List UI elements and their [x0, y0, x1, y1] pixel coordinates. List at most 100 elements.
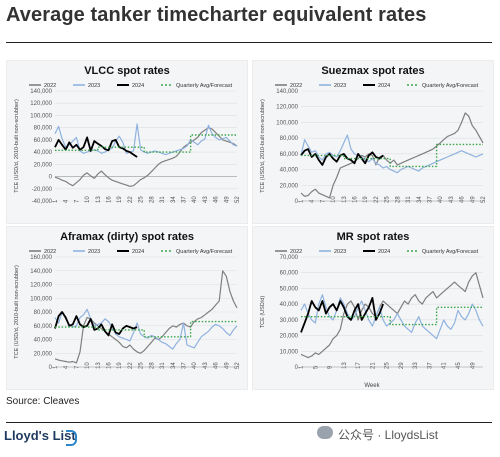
legend-label-3: Quarterly Avg/Forecast: [422, 83, 479, 89]
y-tick-label: 60,000: [280, 152, 299, 158]
legend-label-1: 2023: [88, 83, 100, 89]
x-tick-label: 16: [107, 362, 113, 369]
x-tick-label: 49: [470, 362, 476, 369]
title-divider: [6, 42, 492, 43]
x-tick-label: 25: [385, 362, 391, 369]
series-line-quarterly-avg-forecast: [301, 143, 483, 168]
legend-label-3: Quarterly Avg/Forecast: [422, 249, 479, 255]
legend-label-2: 2024: [132, 249, 144, 255]
x-tick-label: 31: [406, 196, 412, 203]
legend-label-3: Quarterly Avg/Forecast: [176, 83, 233, 89]
x-tick-label: 37: [181, 196, 187, 203]
y-axis-label: TCE (USD/d): [260, 296, 266, 329]
x-tick-label: 45: [456, 362, 462, 369]
y-tick-label: 60,000: [34, 324, 53, 330]
x-tick-label: 25: [139, 362, 145, 369]
x-tick-label: 13: [96, 362, 102, 369]
x-tick-label: 13: [96, 196, 102, 203]
y-tick-label: 100,000: [276, 120, 298, 126]
series-line-2024: [54, 311, 138, 337]
x-tick-label: 41: [442, 362, 448, 369]
y-axis-label: TCE (USD/d, 2010-built non-scrubber): [14, 265, 20, 359]
legend-label-0: 2022: [44, 249, 56, 255]
y-tick-label: 50,000: [280, 286, 299, 292]
y-tick-label: 0: [49, 175, 53, 181]
footer-divider: [6, 422, 492, 423]
series-line-2023: [300, 294, 484, 340]
x-tick-label: 40: [438, 196, 444, 203]
series-line-quarterly-avg-forecast: [55, 134, 237, 153]
y-tick-label: 40,000: [34, 338, 53, 344]
x-tick-label: 22: [128, 196, 134, 203]
x-tick-label: 31: [160, 196, 166, 203]
x-tick-label: 43: [203, 196, 209, 203]
x-tick-label: 25: [139, 196, 145, 203]
x-tick-label: 25: [385, 196, 391, 203]
chart-panel-mr: MR spot rates 2022 2023 2024 Quarterly Avg/F…: [252, 226, 494, 390]
y-tick-label: 60,000: [280, 271, 299, 277]
chart-title: VLCC spot rates: [84, 65, 170, 77]
x-tick-label: 22: [128, 362, 134, 369]
legend-label-1: 2023: [334, 83, 346, 89]
x-tick-label: 1: [53, 199, 59, 203]
x-axis-label: Week: [364, 383, 380, 389]
legend-label-2: 2024: [378, 83, 390, 89]
x-tick-label: 34: [417, 196, 423, 203]
x-tick-label: 40: [192, 362, 198, 369]
x-tick-label: 49: [224, 196, 230, 203]
series-line-2022: [54, 270, 238, 364]
x-tick-label: 43: [449, 196, 455, 203]
y-tick-label: 20,000: [280, 334, 299, 340]
series-line-2022: [300, 112, 484, 199]
y-tick-label: 40,000: [34, 150, 53, 156]
wechat-icon: [317, 426, 333, 439]
y-tick-label: 0: [49, 365, 53, 371]
x-tick-label: 31: [160, 362, 166, 369]
chart-title: Suezmax spot rates: [321, 65, 424, 77]
y-tick-label: 140,000: [30, 89, 52, 95]
y-tick-label: -20,000: [32, 187, 53, 193]
x-tick-label: 49: [224, 362, 230, 369]
x-tick-label: 49: [470, 196, 476, 203]
x-tick-label: 33: [413, 362, 419, 369]
x-tick-label: 46: [460, 196, 466, 203]
y-tick-label: 140,000: [30, 269, 52, 275]
series-line-2023: [54, 308, 238, 350]
x-tick-label: 10: [331, 196, 337, 203]
chart-title: Aframax (dirty) spot rates: [60, 231, 194, 243]
y-tick-label: 100,000: [30, 113, 52, 119]
x-tick-label: 37: [427, 362, 433, 369]
x-tick-label: 34: [171, 362, 177, 369]
x-tick-label: 34: [171, 196, 177, 203]
brand-logo: Lloyd's List: [4, 428, 76, 443]
suezmax-chart: Suezmax spot rates 2022 2023 2024 Quarterly …: [260, 65, 487, 205]
chart-panel-aframax: Aframax (dirty) spot rates 2022 2023 2024 Qu…: [6, 226, 248, 390]
legend-label-1: 2023: [334, 249, 346, 255]
brand-mark-icon: [66, 430, 77, 446]
series-line-2022: [300, 272, 484, 359]
legend-label-2: 2024: [378, 249, 390, 255]
x-tick-label: 52: [235, 196, 241, 203]
x-tick-label: 4: [64, 199, 70, 203]
x-tick-label: 37: [427, 196, 433, 203]
series-line-2024: [54, 136, 138, 158]
x-tick-label: 10: [85, 196, 91, 203]
x-tick-label: 40: [192, 196, 198, 203]
y-tick-label: 20,000: [280, 183, 299, 189]
x-tick-label: 10: [85, 362, 91, 369]
x-tick-label: 46: [214, 362, 220, 369]
series-line-2022: [54, 127, 238, 187]
y-tick-label: 20,000: [34, 162, 53, 168]
chart-panel-suezmax: Suezmax spot rates 2022 2023 2024 Quarterly …: [252, 60, 494, 224]
x-tick-label: 43: [203, 362, 209, 369]
y-tick-label: 70,000: [280, 255, 299, 261]
source-note: Source: Cleaves: [6, 396, 80, 407]
chart-title: MR spot rates: [337, 231, 410, 243]
x-tick-label: 28: [395, 196, 401, 203]
x-tick-label: 22: [374, 196, 380, 203]
y-tick-label: -40,000: [32, 199, 53, 205]
y-tick-label: 80,000: [34, 310, 53, 316]
aframax-chart: Aframax (dirty) spot rates 2022 2023 2024 Qu…: [14, 231, 241, 371]
x-tick-label: 19: [363, 196, 369, 203]
x-tick-label: 52: [235, 362, 241, 369]
